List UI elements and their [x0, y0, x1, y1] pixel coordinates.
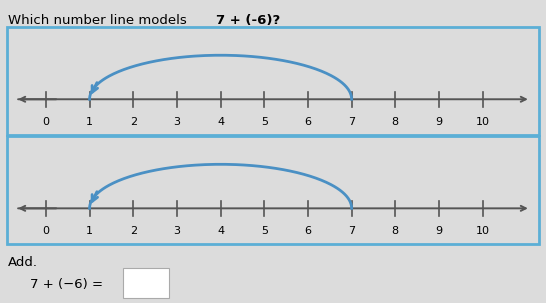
Text: 7: 7: [348, 117, 355, 127]
Text: 8: 8: [391, 117, 399, 127]
Text: 5: 5: [261, 117, 268, 127]
Text: 3: 3: [174, 117, 180, 127]
Text: 7: 7: [348, 226, 355, 236]
Text: Add.: Add.: [8, 256, 38, 269]
Text: 3: 3: [174, 226, 180, 236]
Text: 4: 4: [217, 117, 224, 127]
Bar: [7, 27, 539, 135]
Text: 5: 5: [261, 226, 268, 236]
Text: 4: 4: [217, 226, 224, 236]
Text: 7 + (−6) =: 7 + (−6) =: [30, 278, 107, 291]
Bar: [123, 268, 169, 298]
Text: 0: 0: [43, 117, 49, 127]
Text: 7 + (-6)?: 7 + (-6)?: [216, 14, 280, 27]
Text: 1: 1: [86, 117, 93, 127]
Text: 6: 6: [305, 226, 311, 236]
Text: 2: 2: [129, 226, 137, 236]
Text: 9: 9: [435, 117, 443, 127]
Text: Which number line models: Which number line models: [8, 14, 191, 27]
Text: 6: 6: [305, 117, 311, 127]
Text: 1: 1: [86, 226, 93, 236]
Text: 2: 2: [129, 117, 137, 127]
Text: 8: 8: [391, 226, 399, 236]
Text: 10: 10: [476, 117, 490, 127]
Text: 9: 9: [435, 226, 443, 236]
Text: 0: 0: [43, 226, 49, 236]
Bar: [7, 136, 539, 244]
Text: 10: 10: [476, 226, 490, 236]
